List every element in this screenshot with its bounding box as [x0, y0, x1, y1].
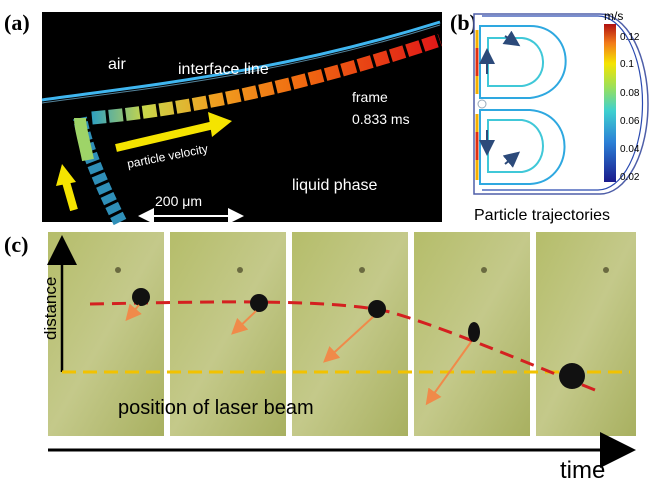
- droplet-1: [132, 288, 150, 306]
- colorbar-tick-0: 0.12: [620, 32, 640, 43]
- scale-label: 200 μm: [155, 193, 202, 209]
- frame-5: [536, 232, 636, 436]
- frame-2: [170, 232, 286, 436]
- upper-vortex-inner: [487, 37, 544, 87]
- interface-line-label: interface line: [178, 61, 269, 78]
- velocity-arrow-4: [425, 341, 472, 406]
- liquid-phase-label: liquid phase: [292, 177, 378, 194]
- upper-diagonal-arrow: [502, 30, 521, 47]
- air-label: air: [108, 56, 126, 73]
- speck: [359, 267, 365, 273]
- colorbar-tick-2: 0.08: [620, 88, 640, 99]
- colorbar: [604, 24, 616, 182]
- distance-label: distance: [41, 277, 60, 340]
- velocity-arrow-head: [208, 112, 232, 137]
- frame-time-label: 0.833 ms: [352, 111, 410, 127]
- upper-vortex-outer: [479, 25, 567, 99]
- lower-vortex-inner: [487, 119, 544, 173]
- speck: [481, 267, 487, 273]
- lower-diagonal-arrow: [502, 151, 521, 168]
- colorbar-tick-5: 0.02: [620, 172, 640, 183]
- panel-a: air interface line frame 0.833 ms partic…: [41, 12, 443, 226]
- colorbar-tick-1: 0.1: [620, 59, 634, 70]
- interface-line-glow: [41, 24, 441, 104]
- colorbar-tick-4: 0.04: [620, 144, 640, 155]
- speck: [603, 267, 609, 273]
- frame-label: frame: [352, 89, 388, 105]
- frame-3: [292, 232, 408, 436]
- droplet-5: [559, 363, 585, 389]
- panel-c-letter: (c): [4, 232, 29, 257]
- velocity-arrow-1: [125, 303, 142, 322]
- laser-beam-label: position of laser beam: [118, 397, 314, 419]
- time-label: time: [560, 457, 605, 484]
- particle-trajectories-caption: Particle trajectories: [474, 207, 610, 224]
- colorbar-unit: m/s: [604, 9, 623, 23]
- droplet-4: [468, 322, 480, 342]
- velocity-arrow-3: [323, 316, 374, 363]
- interface-line: [41, 20, 441, 102]
- speck: [115, 267, 121, 273]
- center-marker: [477, 99, 487, 109]
- rising-streak-top: [74, 117, 94, 162]
- droplet-trajectory: [89, 300, 601, 394]
- particle-streak: [91, 33, 443, 125]
- rising-arrow-head: [56, 164, 76, 186]
- frame-1: [48, 232, 164, 436]
- colorbar-tick-3: 0.06: [620, 116, 640, 127]
- speck: [237, 267, 243, 273]
- panel-c: distance position of laser beam time: [41, 232, 636, 484]
- outer-trajectory: [482, 15, 644, 191]
- panel-b: m/s 0.12 0.1 0.08 0.06 0.04 0.02 Particl…: [473, 9, 649, 224]
- lower-vortex-outer: [479, 109, 566, 185]
- velocity-arrow-2: [231, 310, 257, 335]
- droplet-2: [250, 294, 268, 312]
- droplet-3: [368, 300, 386, 318]
- panel-b-letter: (b): [450, 10, 477, 35]
- rising-arrow-shaft: [62, 180, 78, 212]
- panel-a-letter: (a): [4, 10, 30, 35]
- velocity-arrow-shaft: [115, 121, 215, 152]
